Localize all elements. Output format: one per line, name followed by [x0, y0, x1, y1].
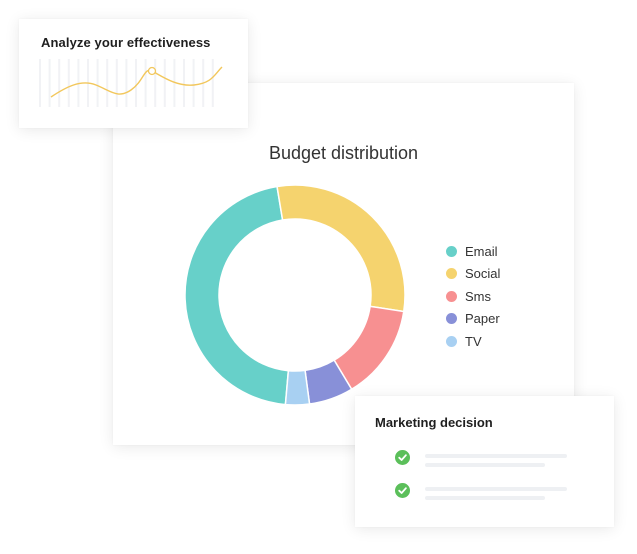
marketing-decision-card: Marketing decision — [355, 396, 614, 527]
legend-label: Paper — [465, 311, 500, 327]
placeholder-line — [425, 487, 567, 491]
donut-slice-social — [276, 184, 406, 313]
placeholder-line — [425, 496, 545, 500]
legend-label: Social — [465, 266, 501, 282]
legend-swatch — [446, 268, 457, 280]
sparkline-bar — [144, 59, 147, 107]
legend-item-email: Email — [446, 240, 500, 263]
sparkline-bar — [183, 59, 185, 107]
legend-swatch — [446, 290, 457, 302]
chart-legend: Email Social Sms Paper TV — [446, 240, 500, 353]
sparkline-bar — [106, 59, 109, 107]
chart-title: Budget distribution — [268, 143, 419, 163]
legend-swatch — [446, 313, 457, 325]
sparkline-bar — [135, 59, 137, 107]
legend-label: TV — [465, 333, 482, 349]
donut-chart — [184, 184, 406, 406]
sparkline-bar — [58, 59, 61, 107]
legend-item-paper: Paper — [446, 308, 500, 331]
donut-slice-email — [184, 185, 290, 406]
sparkline-bar — [125, 59, 128, 107]
legend-item-sms: Sms — [446, 285, 500, 308]
sparkline-bar — [115, 59, 118, 107]
sparkline-bar — [48, 59, 51, 107]
legend-label: Email — [465, 243, 498, 259]
legend-swatch — [446, 245, 457, 257]
sparkline-bar — [39, 59, 41, 107]
check-circle-icon — [395, 483, 410, 498]
legend-label: Sms — [465, 288, 491, 304]
sparkline-marker — [147, 66, 157, 76]
decision-item — [395, 450, 595, 470]
sparkline-bar — [163, 59, 166, 107]
legend-item-tv: TV — [446, 330, 500, 353]
donut-slice-tv — [284, 369, 311, 406]
decision-item — [395, 483, 595, 503]
sparkline-bar — [67, 59, 70, 107]
marketing-decision-title: Marketing decision — [375, 415, 493, 430]
budget-chart-card: Budget distribution Email Social Sms Paper T… — [113, 83, 574, 445]
legend-swatch — [446, 335, 457, 347]
check-circle-icon — [395, 450, 410, 465]
sparkline-bar — [211, 59, 214, 107]
effectiveness-sparkline — [39, 59, 223, 107]
sparkline-bar — [96, 59, 99, 107]
sparkline-bar — [154, 59, 157, 107]
effectiveness-title: Analyze your effectiveness — [41, 35, 211, 50]
legend-item-social: Social — [446, 263, 500, 286]
effectiveness-card: Analyze your effectiveness — [19, 19, 248, 128]
placeholder-line — [425, 454, 567, 458]
sparkline-bar — [192, 59, 195, 107]
placeholder-line — [425, 463, 545, 467]
sparkline-line — [50, 66, 223, 98]
